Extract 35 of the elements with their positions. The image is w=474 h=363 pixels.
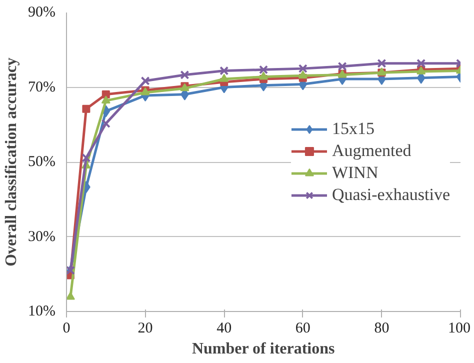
legend-label: 15x15: [332, 118, 374, 138]
point: [101, 96, 110, 104]
point: [298, 70, 308, 78]
legend-label: WINN: [332, 162, 378, 182]
point: [66, 292, 75, 300]
x-tick-label: 60: [295, 320, 310, 336]
point: [82, 153, 91, 162]
point: [377, 58, 386, 68]
point: [220, 66, 229, 76]
point: [101, 118, 110, 128]
y-tick-label: 90%: [28, 4, 56, 20]
point: [180, 70, 190, 80]
point: [338, 62, 347, 71]
y-tick-label: 30%: [28, 228, 56, 245]
x-tick-label: 0: [62, 320, 70, 336]
x-tick-label: 80: [374, 320, 390, 336]
x-tick-label: 20: [138, 320, 153, 336]
point: [298, 64, 308, 74]
x-tick-label: 40: [216, 320, 232, 336]
legend-label: Quasi-exhaustive: [332, 184, 450, 204]
y-axis-title: Overall classification accuracy: [3, 58, 20, 266]
y-tick-label: 10%: [28, 304, 56, 320]
legend-label: Augmented: [332, 140, 412, 160]
point: [259, 72, 268, 80]
x-tick-label: 100: [448, 320, 470, 336]
point: [66, 266, 75, 275]
point: [82, 104, 90, 113]
point: [102, 90, 110, 98]
y-tick-label: 70%: [28, 79, 56, 96]
point: [258, 65, 268, 74]
point: [220, 74, 229, 82]
x-axis-title: Number of iterations: [192, 340, 335, 358]
point: [140, 76, 150, 86]
y-tick-label: 50%: [28, 154, 56, 170]
point: [416, 58, 426, 68]
